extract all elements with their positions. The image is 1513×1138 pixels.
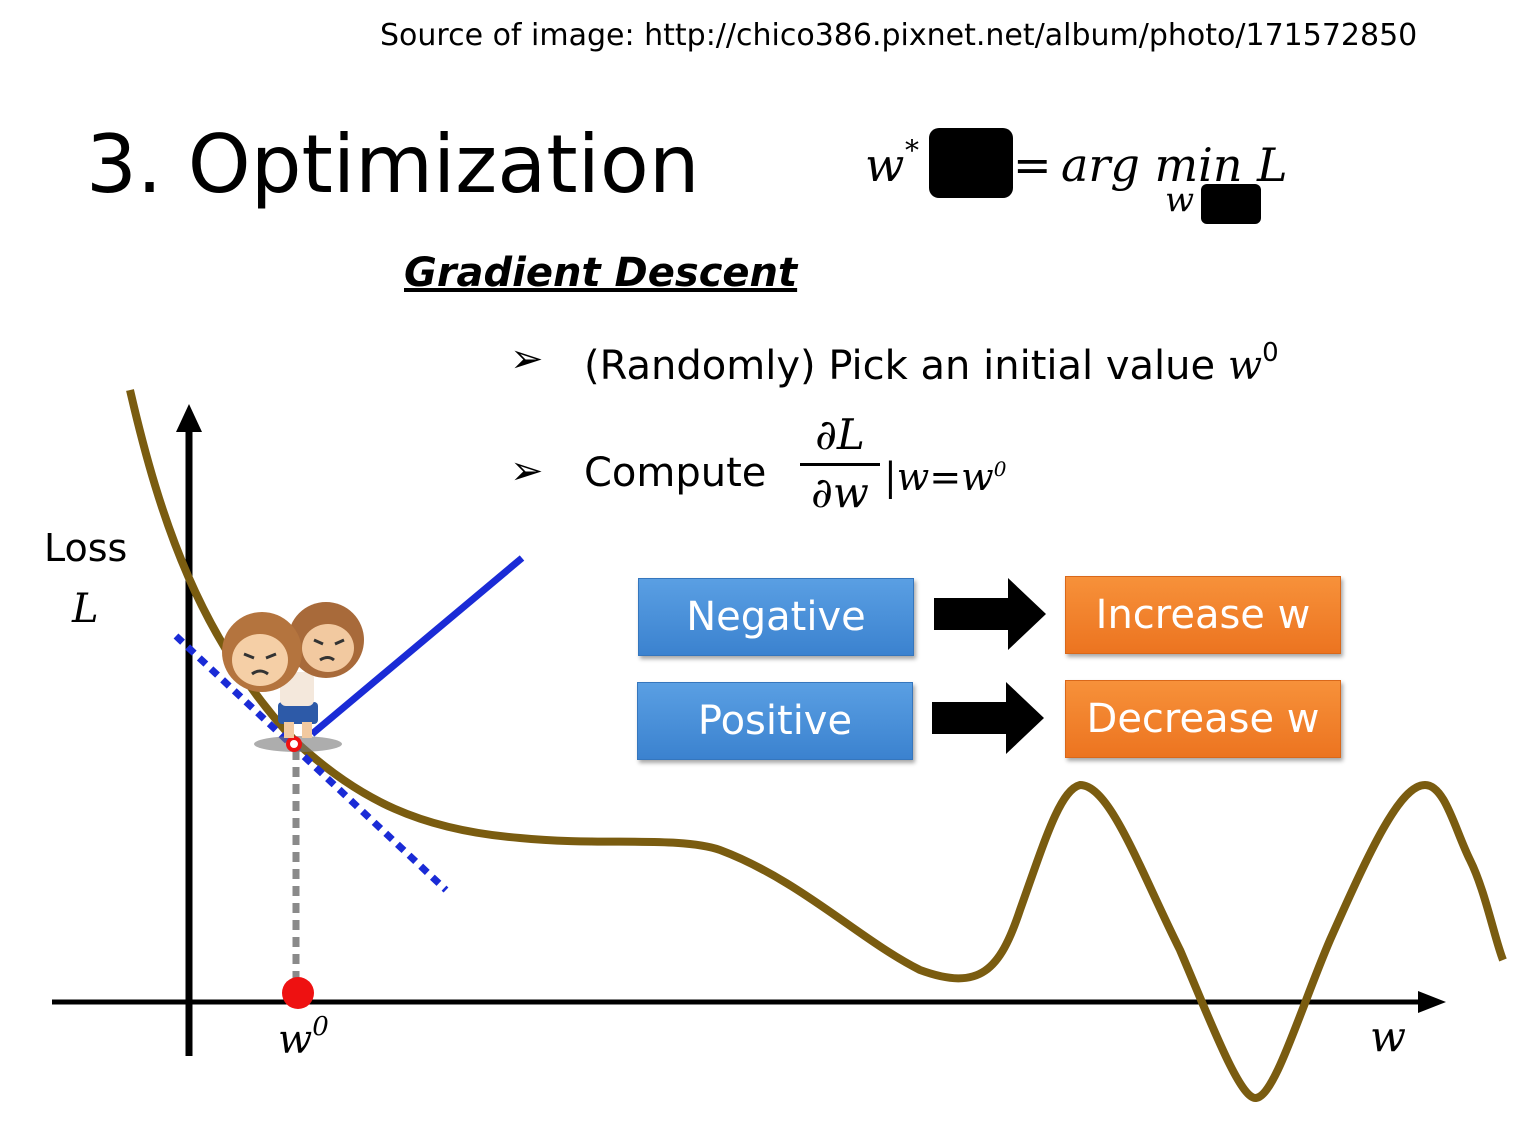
positive-slope-line (309, 555, 525, 737)
right-arrow-icon (932, 682, 1044, 754)
derivative-numerator: ∂L (800, 410, 880, 466)
bullet-arrow-icon: ➢ (510, 336, 544, 382)
derivative-fraction: ∂L ∂w (800, 410, 880, 517)
x-axis-var: w (1370, 1012, 1406, 1061)
right-arrow-icon (934, 578, 1046, 650)
optimization-equation: w * = arg min L w (865, 128, 1288, 228)
bullet-arrow-icon: ➢ (510, 448, 544, 494)
loss-curve (126, 389, 1507, 1102)
redaction-block (1201, 184, 1261, 224)
initial-point-on-curve (286, 736, 302, 752)
equation-equals: = (1013, 138, 1052, 192)
cartoon-character (222, 602, 364, 738)
redaction-block (929, 128, 1013, 198)
y-axis-label: Loss (44, 526, 128, 570)
condition-box-negative: Negative (638, 578, 914, 656)
x-axis-arrowhead (1418, 991, 1446, 1013)
image-source-note: Source of image: http://chico386.pixnet.… (380, 18, 1418, 53)
y-axis-arrowhead (176, 404, 202, 432)
slide-title: 3. Optimization (86, 118, 700, 211)
condition-box-positive: Positive (637, 682, 913, 760)
derivative-evaluation: |w=w0 (884, 455, 1006, 499)
step-pick-initial: (Randomly) Pick an initial value w0 (584, 338, 1279, 389)
action-box-decrease: Decrease w (1065, 680, 1341, 758)
initial-point-label: w0 (278, 1012, 329, 1063)
step-pick-initial-sup: 0 (1262, 338, 1279, 368)
initial-point-on-axis (282, 977, 314, 1009)
equation-lhs: w (865, 138, 905, 192)
equation-rhs: arg min L (1061, 138, 1288, 192)
step-compute-label: Compute (584, 450, 767, 496)
derivative-evaluation-text: |w=w (884, 455, 994, 499)
y-axis-var: L (72, 586, 99, 632)
initial-point-label-sup: 0 (312, 1012, 329, 1042)
tangent-line-dotted (173, 633, 449, 893)
step-pick-initial-text: (Randomly) Pick an initial value (584, 343, 1228, 389)
equation-rhs-sub: w (1165, 180, 1195, 220)
step-pick-initial-var: w (1227, 343, 1263, 389)
equation-lhs-sup: * (905, 134, 919, 167)
gradient-descent-heading: Gradient Descent (404, 250, 798, 296)
initial-point-label-var: w (278, 1017, 313, 1063)
derivative-denominator: ∂w (811, 468, 869, 517)
derivative-evaluation-sup: 0 (993, 457, 1007, 481)
action-box-increase: Increase w (1065, 576, 1341, 654)
